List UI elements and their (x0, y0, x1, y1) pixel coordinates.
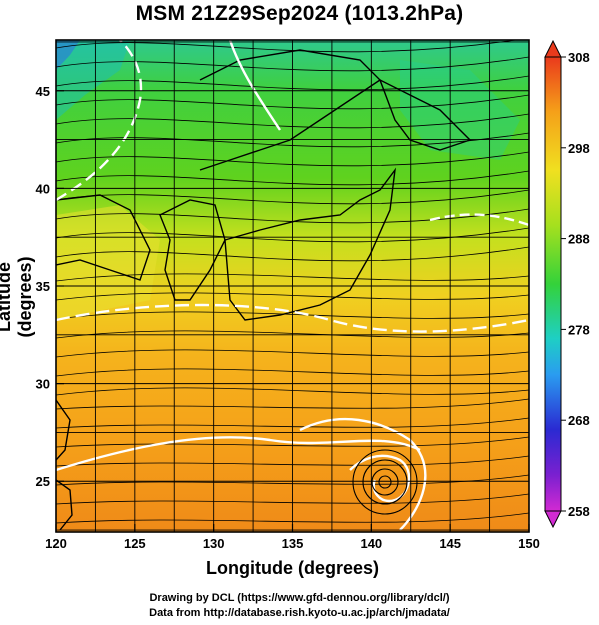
streamline (56, 387, 529, 396)
streamline (56, 493, 529, 505)
tropical-cyclone-center (352, 449, 418, 515)
streamline (56, 311, 529, 320)
y-tick-label: 40 (36, 181, 50, 196)
temperature-contours (56, 40, 529, 531)
streamline (56, 75, 529, 91)
streamline (56, 189, 529, 205)
colorbar-tick-label: 268 (568, 413, 590, 428)
streamline (56, 417, 529, 429)
colorbar-tick-label: 308 (568, 50, 590, 65)
streamline (56, 170, 529, 186)
y-tick-label: 35 (36, 279, 50, 294)
streamline (56, 273, 529, 282)
streamline (56, 349, 529, 358)
y-tick-label: 30 (36, 377, 50, 392)
x-tick-label: 140 (360, 536, 382, 551)
streamline (56, 436, 529, 448)
x-tick-label: 125 (124, 536, 146, 551)
streamline (56, 132, 529, 148)
colorbar-tick-label: 278 (568, 322, 590, 337)
x-ticks: 120 125 130 135 140 145 150 (45, 524, 540, 551)
map-title: MSM 21Z29Sep2024 (1013.2hPa) (135, 2, 464, 25)
wind-streamlines (56, 40, 529, 524)
streamline (56, 94, 529, 110)
streamline (56, 398, 529, 410)
streamline (56, 56, 529, 72)
x-tick-label: 120 (45, 536, 67, 551)
y-tick-label: 45 (36, 84, 50, 99)
x-tick-label: 150 (518, 536, 540, 551)
streamline (56, 512, 529, 524)
streamline (56, 227, 529, 243)
x-tick-label: 135 (282, 536, 304, 551)
colorbar-tick-label: 288 (568, 232, 590, 247)
streamline (56, 246, 529, 262)
streamline (56, 330, 529, 339)
streamline (56, 368, 529, 377)
plot-area (56, 40, 529, 532)
streamline (56, 151, 529, 167)
x-axis-label: Longitude (degrees) (205, 558, 379, 578)
streamline (56, 455, 529, 467)
coastlines (56, 49, 472, 531)
y-ticks: 25 30 35 40 45 (36, 84, 64, 489)
colorbar-tick-label: 258 (568, 504, 590, 519)
colorbar-tick-label: 298 (568, 141, 590, 156)
colorbar: 308 298 288 278 268 258 (544, 39, 590, 529)
data-credit: Data from http://database.rish.kyoto-u.a… (149, 607, 450, 619)
y-tick-label: 25 (36, 474, 50, 489)
drawing-credit: Drawing by DCL (https://www.gfd-dennou.o… (149, 592, 450, 604)
streamline (56, 40, 518, 53)
streamline (56, 208, 529, 224)
x-tick-label: 145 (439, 536, 461, 551)
x-tick-label: 130 (203, 536, 225, 551)
streamline (56, 292, 529, 301)
streamline (56, 113, 529, 129)
